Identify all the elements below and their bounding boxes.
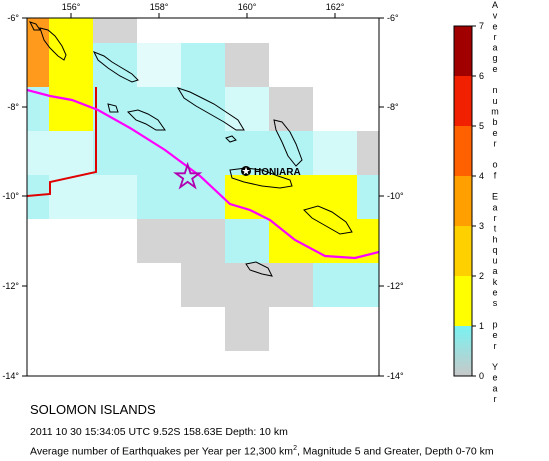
choiseul-island [92,51,139,83]
legend-tick-label: 7 [479,21,484,31]
rennell-island [245,261,273,277]
map-description: Average number of Earthquakes per Year p… [30,445,494,458]
legend-tick-label: 1 [479,321,484,331]
description-superscript: 2 [293,445,297,452]
map-title: SOLOMON ISLANDS [30,402,156,417]
legend-bin-6-7 [454,26,472,76]
legend-tick-label: 0 [479,371,484,381]
malaita-island [273,119,303,167]
guadalcanal-island [229,167,293,189]
event-info: 2011 10 30 15:34:05 UTC 9.52S 158.63E De… [30,426,288,438]
lon-tick-label: 156° [62,2,81,12]
legend-bin-5-6 [454,76,472,126]
earthquake-grid [27,18,379,376]
lat-tick-label-right: -10° [387,191,404,201]
subduction-trench [27,88,379,260]
description-text-tail: , Magnitude 5 and Greater, Depth 0-70 km [296,445,494,458]
plate-boundary [27,87,97,197]
legend-tick-label: 5 [479,121,484,131]
legend-tick-label: 2 [479,271,484,281]
vella-lavella-island [107,103,119,113]
bougainville-island [39,27,67,61]
lon-tick-label: 162° [326,2,345,12]
lon-tick-label: 158° [150,2,169,12]
honiara-city-marker [241,166,251,176]
lat-tick-label-left: -6° [7,13,19,23]
lat-tick-label-left: -10° [2,191,19,201]
coastlines [29,21,353,277]
new-georgia-island [126,109,166,131]
legend-bin-4-5 [454,126,472,176]
legend-bin-1-2 [454,276,472,326]
lon-tick-label: 160° [238,2,257,12]
map-frame [26,17,380,377]
lat-tick-label-left: -12° [2,281,19,291]
city-label: HONIARA [254,167,301,178]
legend-tick-label: 3 [479,221,484,231]
buka-island [29,21,41,31]
lat-tick-label-left: -14° [2,371,19,381]
legend-bin-3-4 [454,176,472,226]
legend-tick-label: 4 [479,171,484,181]
florida-islands [225,135,237,143]
legend-bin-2-3 [454,226,472,276]
santa-isabel-island [176,87,245,131]
lat-tick-label-right: -8° [387,102,399,112]
lat-tick-label-right: -12° [387,281,404,291]
description-text: Average number of Earthquakes per Year p… [30,445,294,458]
axis-ticks [22,13,384,377]
lat-tick-label-left: -8° [7,102,19,112]
lat-tick-label-right: -6° [387,13,399,23]
epicenter-star-icon [173,161,203,190]
lat-tick-label-right: -14° [387,371,404,381]
legend-bin-0-1 [454,326,472,376]
legend-tick-label: 6 [479,71,484,81]
makira-island [303,205,353,235]
